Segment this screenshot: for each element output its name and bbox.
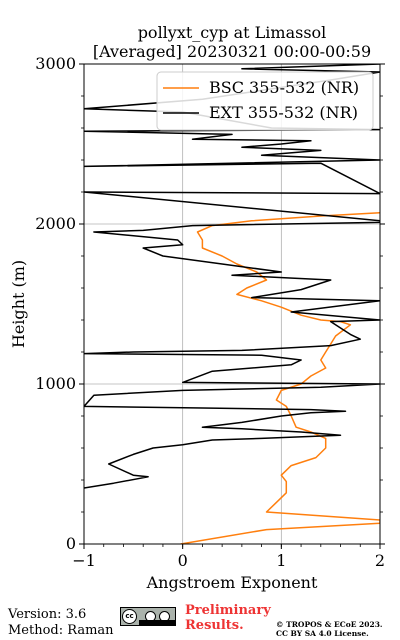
- y-tick-label-1: 1000: [35, 374, 76, 393]
- series-line-ext: [84, 64, 380, 489]
- x-axis-label: Angstroem Exponent: [146, 573, 318, 592]
- x-tick-label-2: 1: [276, 551, 286, 570]
- method-label: Method: Raman: [8, 623, 114, 638]
- x-tick-label-3: 2: [375, 551, 385, 570]
- series-group: [84, 64, 380, 544]
- chart-title-line1: pollyxt_cyp at Limassol: [137, 23, 327, 42]
- copyright-notice: © TROPOS & ECoE 2023. CC BY SA 4.0 Licen…: [276, 620, 383, 638]
- copyright-line2: CC BY SA 4.0 License.: [276, 629, 369, 638]
- preliminary-line2: Results.: [185, 618, 244, 633]
- cc-badge-strip: [139, 620, 175, 625]
- cc-license-badge: cc: [120, 607, 176, 626]
- preliminary-notice: Preliminary Results.: [185, 603, 271, 633]
- legend-label-1: EXT 355-532 (NR): [209, 103, 358, 122]
- legend-label-0: BSC 355-532 (NR): [209, 78, 359, 97]
- legend-box: [156, 71, 374, 131]
- y-tick-label-0: 0: [66, 534, 76, 553]
- y-tick-label-3: 3000: [35, 54, 76, 73]
- y-axis-label: Height (m): [9, 260, 28, 348]
- copyright-line1: © TROPOS & ECoE 2023.: [276, 620, 383, 629]
- plot-frame: [83, 63, 381, 545]
- grid-lines: [84, 64, 380, 544]
- legend: BSC 355-532 (NR) EXT 355-532 (NR): [156, 71, 374, 131]
- version-label: Version: 3.6: [8, 607, 87, 622]
- x-tick-label-1: 0: [178, 551, 188, 570]
- cc-logo-icon: cc: [122, 609, 137, 624]
- preliminary-line1: Preliminary: [185, 603, 271, 618]
- x-tick-label-0: −1: [72, 551, 96, 570]
- series-line-bsc: [180, 212, 380, 544]
- y-tick-label-2: 2000: [35, 214, 76, 233]
- chart-title-line2: [Averaged] 20230321 00:00-00:59: [92, 42, 372, 61]
